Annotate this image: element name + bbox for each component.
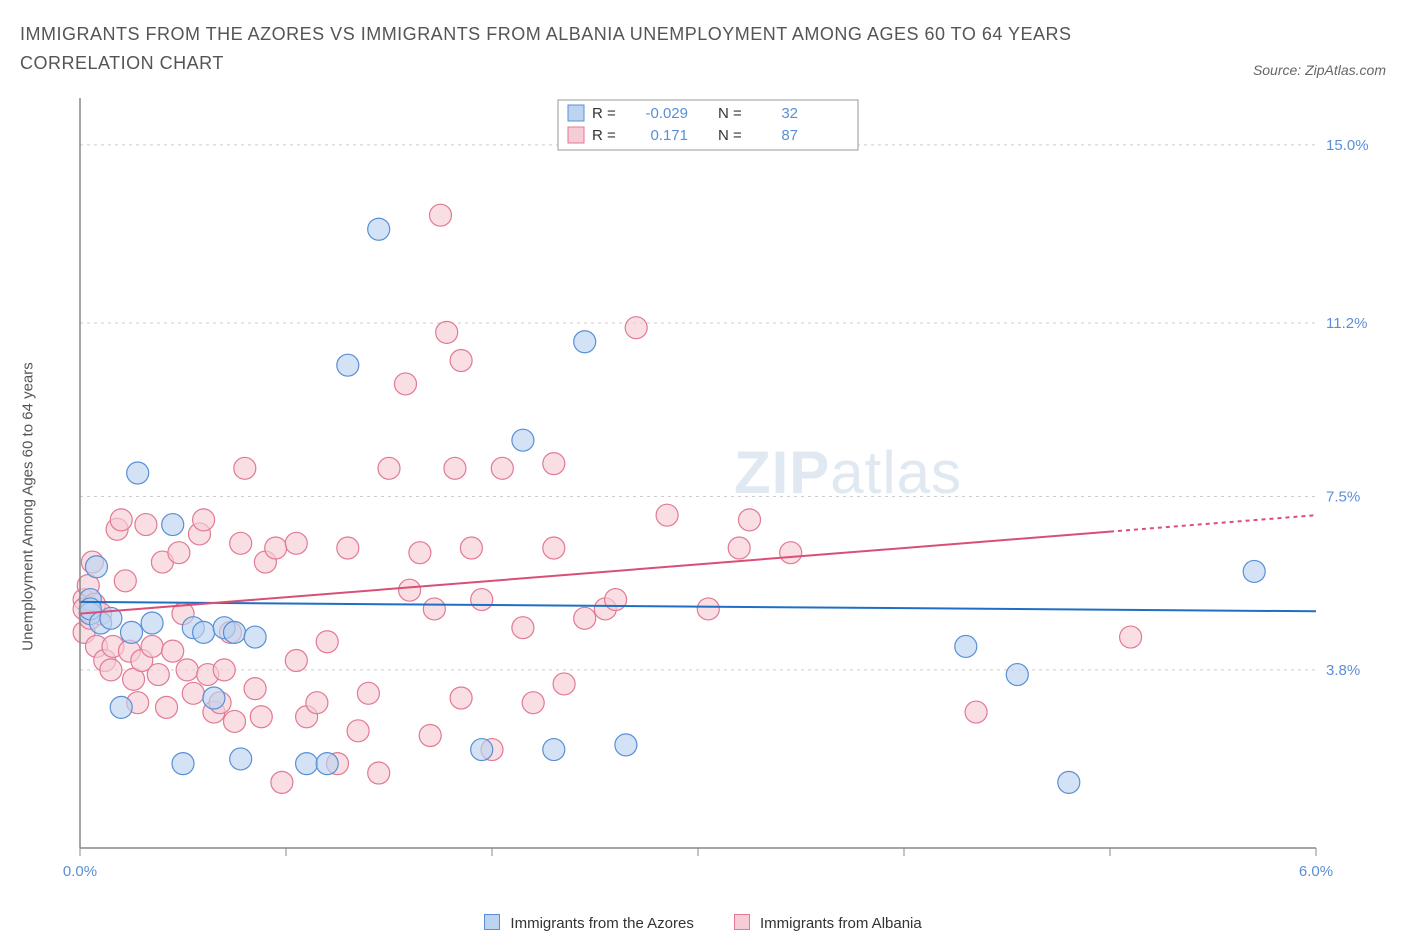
legend-label-albania: Immigrants from Albania [760, 915, 922, 932]
svg-text:ZIPatlas: ZIPatlas [734, 439, 962, 506]
footer-legend: Immigrants from the Azores Immigrants fr… [20, 914, 1386, 932]
svg-text:R =: R = [592, 127, 616, 144]
legend-item-azores: Immigrants from the Azores [484, 914, 694, 932]
legend-label-azores: Immigrants from the Azores [510, 915, 693, 932]
svg-text:3.8%: 3.8% [1326, 661, 1360, 678]
svg-text:N =: N = [718, 127, 742, 144]
svg-text:11.2%: 11.2% [1326, 315, 1367, 332]
svg-text:87: 87 [781, 127, 798, 144]
y-axis-label: Unemployment Among Ages 60 to 64 years [20, 362, 37, 651]
legend-swatch-azores [484, 914, 500, 930]
svg-text:32: 32 [781, 105, 798, 122]
svg-text:0.171: 0.171 [650, 127, 688, 144]
legend-item-albania: Immigrants from Albania [734, 914, 922, 932]
svg-text:R =: R = [592, 105, 616, 122]
chart-container: Unemployment Among Ages 60 to 64 years 3… [20, 88, 1386, 908]
svg-text:-0.029: -0.029 [645, 105, 688, 122]
svg-text:0.0%: 0.0% [63, 863, 97, 880]
svg-text:15.0%: 15.0% [1326, 136, 1369, 153]
svg-text:6.0%: 6.0% [1299, 863, 1333, 880]
scatter-chart: 3.8% 7.5% 11.2% 15.0% ZIPatlas 0.0% 6.0% R = -0.… [20, 88, 1386, 908]
svg-text:7.5%: 7.5% [1326, 488, 1360, 505]
source-label: Source: ZipAtlas.com [1253, 62, 1386, 78]
svg-text:N =: N = [718, 105, 742, 122]
legend-swatch-albania [734, 914, 750, 930]
chart-title: IMMIGRANTS FROM THE AZORES VS IMMIGRANTS… [20, 20, 1120, 78]
